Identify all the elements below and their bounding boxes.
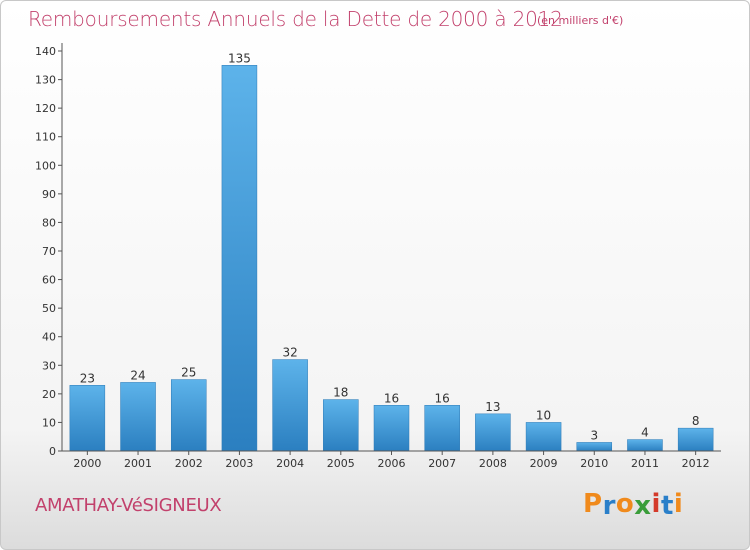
y-tick-label: 10: [42, 416, 56, 429]
y-tick-label: 120: [35, 102, 56, 115]
y-tick-label: 110: [35, 131, 56, 144]
x-tick-label: 2004: [276, 457, 304, 470]
x-tick-label: 2008: [479, 457, 507, 470]
x-tick-label: 2009: [530, 457, 558, 470]
bars: 23 24 25 135 32 18 16 16 13 10 3 4 8: [69, 51, 714, 452]
bar-2011: [627, 439, 663, 452]
chart-title: Remboursements Annuels de la Dette de 20…: [28, 7, 563, 31]
y-tick-label: 0: [49, 445, 56, 458]
logo-letter: P: [583, 489, 603, 519]
chart-subtitle: (en milliers d'€): [537, 14, 624, 27]
bar-2006: [373, 405, 410, 452]
y-tick-label: 140: [35, 45, 56, 58]
logo-letter: t: [660, 491, 674, 521]
y-axis: 0 10 20 30 40 50 60 70 80 90 100 110 120 130 140: [35, 43, 63, 458]
bar-2010: [576, 442, 613, 452]
bar-2002: [170, 379, 207, 452]
bar-value-label: 8: [692, 414, 700, 428]
bar-2003: [221, 65, 258, 452]
y-tick-label: 30: [42, 359, 56, 372]
bar-value-label: 10: [536, 408, 551, 422]
x-tick-label: 2012: [682, 457, 710, 470]
bar-value-label: 18: [333, 386, 348, 400]
bar-2004: [272, 359, 308, 452]
bar-2012: [677, 427, 714, 452]
y-tick-label: 70: [42, 245, 56, 258]
x-tick-label: 2006: [378, 457, 406, 470]
bar-value-label: 25: [181, 366, 196, 380]
x-tick-label: 2010: [580, 457, 608, 470]
commune-name: AMATHAY-VéSIGNEUX: [35, 495, 222, 516]
logo-letter: i: [673, 489, 684, 519]
bar-value-label: 24: [130, 368, 145, 382]
y-tick-label: 60: [42, 274, 56, 287]
x-tick-label: 2000: [73, 457, 101, 470]
bar-value-label: 16: [384, 391, 399, 405]
bar-value-label: 4: [641, 426, 649, 440]
bar-2009: [525, 422, 562, 452]
y-tick-label: 80: [42, 216, 56, 229]
logo-letter: r: [602, 491, 616, 521]
bar-2001: [120, 382, 156, 452]
x-tick-label: 2003: [225, 457, 253, 470]
x-axis: 2000 2001 2002 2003 2004 2005 2006 2007 2008 2009…: [62, 450, 721, 470]
bar-2005: [323, 399, 359, 452]
logo-letter: x: [634, 491, 652, 521]
x-tick-label: 2005: [327, 457, 355, 470]
y-tick-label: 50: [42, 302, 56, 315]
bar-value-label: 32: [282, 346, 297, 360]
bar-value-label: 13: [485, 400, 500, 414]
y-tick-label: 90: [42, 188, 56, 201]
logo-letter: i: [651, 489, 661, 519]
logo-letter: o: [615, 489, 635, 519]
bar-value-label: 3: [590, 428, 598, 442]
bar-2008: [475, 413, 511, 452]
x-tick-label: 2007: [428, 457, 456, 470]
bar-2000: [69, 385, 106, 452]
bar-2007: [424, 405, 460, 452]
x-tick-label: 2002: [175, 457, 203, 470]
y-tick-label: 130: [35, 74, 56, 87]
bar-value-label: 23: [80, 371, 95, 385]
x-tick-label: 2011: [631, 457, 659, 470]
y-tick-label: 100: [35, 159, 56, 172]
bar-value-label: 135: [228, 51, 251, 65]
proxiti-logo: Proxiti: [583, 489, 684, 521]
bar-value-label: 16: [435, 391, 450, 405]
y-tick-label: 40: [42, 331, 56, 344]
x-tick-label: 2001: [124, 457, 152, 470]
y-tick-label: 20: [42, 388, 56, 401]
